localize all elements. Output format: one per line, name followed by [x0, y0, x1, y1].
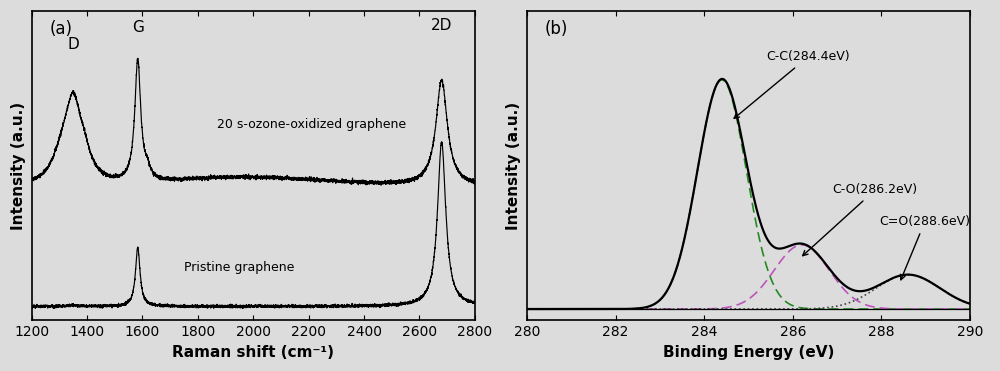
Text: D: D: [67, 37, 79, 52]
Y-axis label: Intensity (a.u.): Intensity (a.u.): [11, 102, 26, 230]
X-axis label: Raman shift (cm⁻¹): Raman shift (cm⁻¹): [172, 345, 334, 360]
Text: (b): (b): [545, 20, 568, 38]
Text: G: G: [132, 20, 144, 35]
Text: C=O(288.6eV): C=O(288.6eV): [879, 216, 970, 280]
X-axis label: Binding Energy (eV): Binding Energy (eV): [663, 345, 834, 360]
Text: 20 s-ozone-oxidized graphene: 20 s-ozone-oxidized graphene: [217, 118, 406, 131]
Text: (a): (a): [49, 20, 72, 38]
Text: 2D: 2D: [431, 18, 452, 33]
Y-axis label: Intensity (a.u.): Intensity (a.u.): [506, 102, 521, 230]
Text: C-O(286.2eV): C-O(286.2eV): [803, 183, 918, 256]
Text: Pristine graphene: Pristine graphene: [184, 261, 294, 274]
Text: C-C(284.4eV): C-C(284.4eV): [734, 50, 850, 118]
